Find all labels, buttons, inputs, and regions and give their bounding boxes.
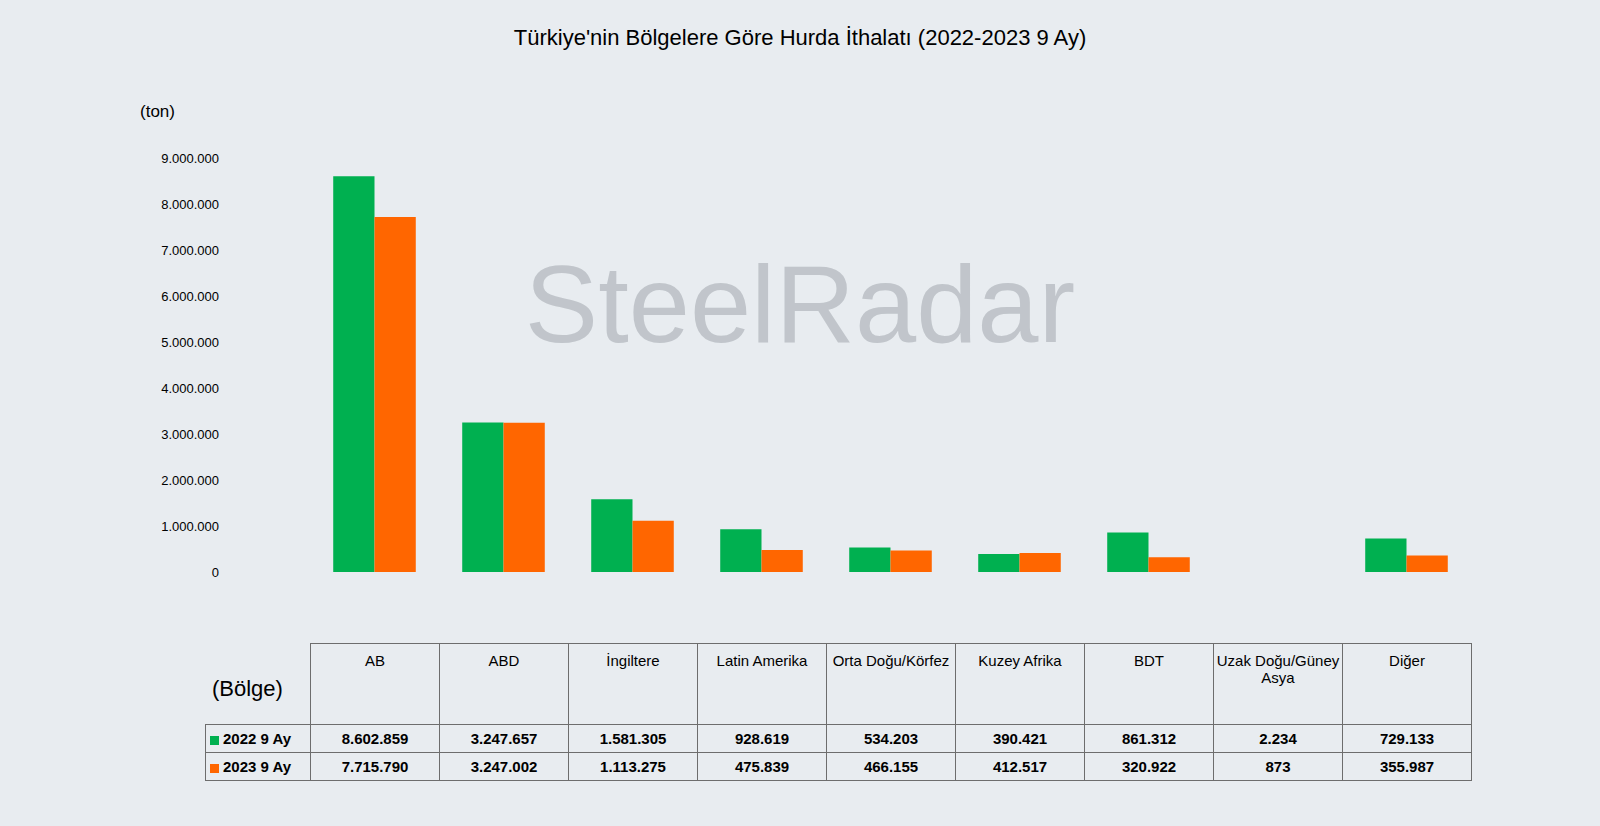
html-text:Uzak Doğu/Güney Asya: Uzak Doğu/Güney Asya: [1216, 652, 1340, 686]
html-text:ABD: ABD: [488, 652, 520, 669]
svg-text:1.000.000: 1.000.000: [161, 519, 219, 534]
html-text:Diğer: Diğer: [1389, 652, 1425, 669]
html-text:(Bölge): (Bölge): [212, 676, 283, 701]
html-text:928.619: 928.619: [734, 730, 790, 747]
html-text:BDT: BDT: [1134, 652, 1164, 669]
html-text:(ton): (ton): [140, 102, 175, 121]
svg-text:5.000.000: 5.000.000: [161, 335, 219, 350]
html-text:Orta Doğu/Körfez: Orta Doğu/Körfez: [832, 652, 950, 669]
html-text:SteelRadar: SteelRadar: [524, 242, 1076, 365]
html-text:2023 9 Ay: 2023 9 Ay: [223, 758, 292, 775]
html-text:Kuzey Afrika: Kuzey Afrika: [978, 652, 1062, 669]
svg-text:7.000.000: 7.000.000: [161, 243, 219, 258]
html-text:1.113.275: 1.113.275: [600, 758, 666, 775]
html-text:1.581.305: 1.581.305: [599, 730, 667, 747]
html-text:729.133: 729.133: [1379, 730, 1435, 747]
svg-text:9.000.000: 9.000.000: [161, 151, 219, 166]
html-text:AB: AB: [365, 652, 385, 669]
html-text:3.247.002: 3.247.002: [470, 758, 538, 775]
html-text:İngiltere: İngiltere: [606, 652, 660, 669]
html-text:3.247.657: 3.247.657: [470, 730, 538, 747]
html-text:Latin Amerika: Latin Amerika: [716, 652, 808, 669]
html-text:475.839: 475.839: [734, 758, 790, 775]
html-text:466.155: 466.155: [863, 758, 919, 775]
html-text:412.517: 412.517: [992, 758, 1048, 775]
html-text:534.203: 534.203: [863, 730, 919, 747]
svg-text:8.000.000: 8.000.000: [161, 197, 219, 212]
svg-text:3.000.000: 3.000.000: [161, 427, 219, 442]
svg-text:6.000.000: 6.000.000: [161, 289, 219, 304]
html-text:873: 873: [1265, 758, 1291, 775]
html-text:390.421: 390.421: [992, 730, 1048, 747]
svg-text:Türkiye'nin Bölgelere Göre Hur: Türkiye'nin Bölgelere Göre Hurda İthalat…: [514, 25, 1086, 50]
html-text:320.922: 320.922: [1121, 758, 1177, 775]
html-text:8.602.859: 8.602.859: [341, 730, 409, 747]
html-text:355.987: 355.987: [1379, 758, 1435, 775]
svg-text:0: 0: [212, 565, 219, 580]
html-text:861.312: 861.312: [1121, 730, 1177, 747]
html-text:2.234: 2.234: [1259, 730, 1297, 747]
html-text:2022 9 Ay: 2022 9 Ay: [223, 730, 292, 747]
svg-text:2.000.000: 2.000.000: [161, 473, 219, 488]
svg-text:4.000.000: 4.000.000: [161, 381, 219, 396]
html-text:7.715.790: 7.715.790: [341, 758, 409, 775]
